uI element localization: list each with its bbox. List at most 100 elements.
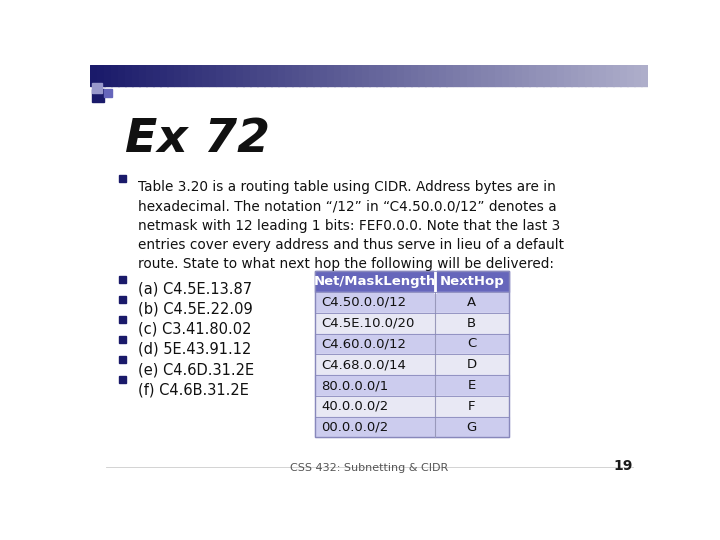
Bar — [564, 65, 572, 86]
Bar — [620, 65, 628, 86]
Bar — [390, 65, 397, 86]
Text: NextHop: NextHop — [439, 275, 504, 288]
Text: C4.5E.10.0/20: C4.5E.10.0/20 — [321, 316, 414, 329]
Bar — [306, 65, 314, 86]
Bar — [355, 65, 363, 86]
Bar — [634, 65, 642, 86]
Text: Table 3.20 is a routing table using CIDR. Address bytes are in
hexadecimal. The : Table 3.20 is a routing table using CIDR… — [138, 180, 564, 272]
Bar — [230, 65, 238, 86]
Bar — [557, 65, 565, 86]
Text: 40.0.0.0/2: 40.0.0.0/2 — [321, 400, 388, 413]
Text: (e) C4.6D.31.2E: (e) C4.6D.31.2E — [138, 362, 254, 377]
Bar — [411, 65, 418, 86]
Bar — [264, 65, 272, 86]
Bar — [120, 175, 127, 182]
Bar — [120, 336, 127, 343]
Bar — [341, 65, 349, 86]
Bar — [571, 65, 579, 86]
Bar — [446, 65, 454, 86]
Bar — [132, 65, 140, 86]
Bar — [544, 65, 551, 86]
Bar — [111, 65, 119, 86]
Bar — [181, 65, 189, 86]
Bar — [315, 417, 508, 437]
Text: (f) C4.6B.31.2E: (f) C4.6B.31.2E — [138, 382, 249, 397]
Bar — [397, 65, 405, 86]
Bar — [153, 65, 161, 86]
Bar — [474, 65, 482, 86]
Bar — [118, 65, 126, 86]
Bar — [369, 65, 377, 86]
Bar — [188, 65, 195, 86]
Bar — [202, 65, 210, 86]
Bar — [606, 65, 614, 86]
Bar — [487, 65, 495, 86]
Bar — [327, 65, 335, 86]
Bar — [315, 271, 508, 437]
Text: (b) C4.5E.22.09: (b) C4.5E.22.09 — [138, 302, 253, 317]
Bar — [120, 356, 127, 363]
Text: CSS 432: Subnetting & CIDR: CSS 432: Subnetting & CIDR — [290, 463, 448, 473]
Bar — [279, 65, 286, 86]
Bar — [641, 65, 649, 86]
Bar — [315, 354, 508, 375]
Bar — [120, 376, 127, 383]
Bar — [120, 316, 127, 323]
Text: D: D — [467, 358, 477, 371]
Text: C: C — [467, 338, 477, 350]
Bar — [120, 296, 127, 303]
Text: A: A — [467, 296, 476, 309]
Bar — [97, 65, 104, 86]
Text: Ex 72: Ex 72 — [125, 117, 270, 162]
Bar — [593, 65, 600, 86]
Bar — [599, 65, 607, 86]
Bar — [315, 375, 508, 396]
Bar — [467, 65, 474, 86]
Bar — [209, 65, 216, 86]
Bar — [481, 65, 488, 86]
Bar — [104, 90, 112, 97]
Bar — [523, 65, 530, 86]
Bar — [91, 83, 102, 92]
Text: (a) C4.5E.13.87: (a) C4.5E.13.87 — [138, 282, 252, 297]
Bar — [313, 65, 321, 86]
Bar — [613, 65, 621, 86]
Bar — [453, 65, 461, 86]
Bar — [418, 65, 426, 86]
Bar — [383, 65, 391, 86]
Text: G: G — [467, 421, 477, 434]
Bar — [292, 65, 300, 86]
Bar — [194, 65, 202, 86]
Bar — [459, 65, 467, 86]
Text: 00.0.0.0/2: 00.0.0.0/2 — [321, 421, 388, 434]
Bar — [160, 65, 168, 86]
Text: C4.60.0.0/12: C4.60.0.0/12 — [321, 338, 406, 350]
Bar — [243, 65, 251, 86]
Bar — [91, 90, 104, 102]
Bar — [334, 65, 342, 86]
Bar — [251, 65, 258, 86]
Text: E: E — [467, 379, 476, 392]
Bar — [215, 65, 223, 86]
Text: C4.68.0.0/14: C4.68.0.0/14 — [321, 358, 406, 371]
Bar — [258, 65, 265, 86]
Bar — [315, 292, 508, 313]
Bar — [627, 65, 635, 86]
Bar — [315, 396, 508, 417]
Text: Net/MaskLength: Net/MaskLength — [314, 275, 436, 288]
Bar — [167, 65, 174, 86]
Bar — [516, 65, 523, 86]
Bar — [578, 65, 586, 86]
Bar — [315, 271, 508, 292]
Bar — [236, 65, 244, 86]
Bar — [425, 65, 433, 86]
Bar — [348, 65, 356, 86]
Text: (d) 5E.43.91.12: (d) 5E.43.91.12 — [138, 342, 251, 357]
Bar — [529, 65, 537, 86]
Text: 19: 19 — [613, 459, 632, 473]
Text: F: F — [468, 400, 475, 413]
Bar — [508, 65, 516, 86]
Text: C4.50.0.0/12: C4.50.0.0/12 — [321, 296, 406, 309]
Bar — [362, 65, 370, 86]
Text: (c) C3.41.80.02: (c) C3.41.80.02 — [138, 322, 251, 337]
